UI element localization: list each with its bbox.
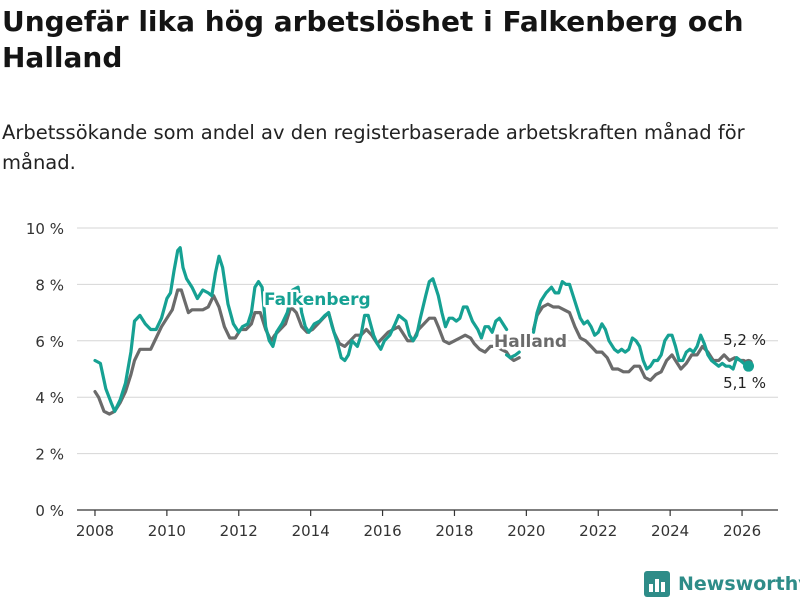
- x-tick-label: 2012: [220, 522, 258, 540]
- series-line-halland: [93, 288, 521, 416]
- newsworthy-brand: Newsworthy: [644, 568, 800, 600]
- x-tick-label: 2014: [292, 522, 330, 540]
- x-tick-label: 2008: [76, 522, 114, 540]
- series-line-falkenberg: [531, 280, 751, 371]
- y-tick-label: 6 %: [35, 333, 64, 351]
- series-label-falkenberg-halo: Falkenberg: [264, 290, 371, 310]
- last-value-label-falkenberg: 5,1 %: [723, 374, 766, 392]
- x-tick-label: 2026: [723, 522, 761, 540]
- series-line-falkenberg: [505, 350, 521, 360]
- brand-name: Newsworthy: [678, 573, 800, 595]
- y-tick-label: 2 %: [35, 446, 64, 464]
- x-tick-label: 2010: [148, 522, 186, 540]
- x-tick-label: 2016: [363, 522, 401, 540]
- y-tick-label: 8 %: [35, 276, 64, 294]
- x-tick-label: 2024: [651, 522, 689, 540]
- y-tick-label: 10 %: [26, 220, 64, 238]
- y-tick-label: 0 %: [35, 502, 64, 520]
- x-tick-label: 2020: [507, 522, 545, 540]
- series-label-halland-halo: Halland: [494, 332, 567, 352]
- last-value-label-halland: 5,2 %: [723, 331, 766, 349]
- series-line-falkenberg: [93, 246, 509, 413]
- x-tick-label: 2022: [579, 522, 617, 540]
- series-label-falkenberg: Falkenberg: [264, 290, 371, 310]
- x-tick-label: 2018: [435, 522, 473, 540]
- chart-title: Ungefär lika hög arbetslöshet i Falkenbe…: [2, 5, 744, 74]
- series-line-halland: [531, 302, 751, 382]
- chart-subtitle: Arbetssökande som andel av den registerb…: [2, 121, 745, 174]
- series-label-halland: Halland: [494, 332, 567, 352]
- endpoint-falkenberg: [743, 360, 755, 372]
- y-tick-label: 4 %: [35, 389, 64, 407]
- bar-chart-logo-icon: [644, 571, 670, 597]
- line-chart: 0 % 2 % 4 % 6 % 8 % 10 % 2008 2010 2012 2014 2016 2…: [26, 220, 778, 540]
